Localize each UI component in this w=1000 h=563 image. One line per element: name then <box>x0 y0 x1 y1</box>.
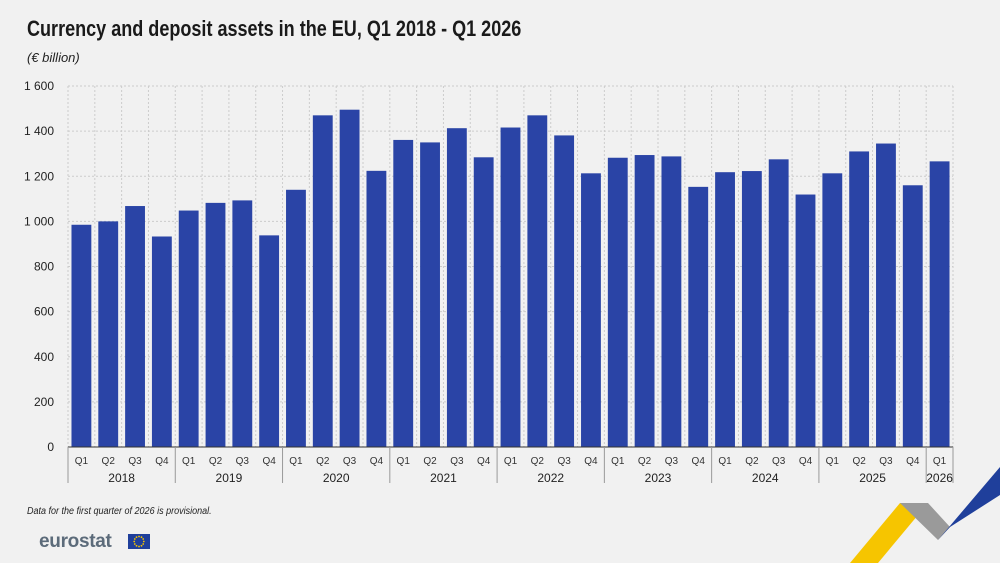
x-tick-label: Q4 <box>262 456 276 467</box>
year-label: 2025 <box>859 471 886 485</box>
x-tick-label: Q3 <box>557 456 571 467</box>
bar <box>902 185 923 447</box>
x-tick-label: Q1 <box>75 456 89 467</box>
bar <box>473 157 494 448</box>
year-label: 2024 <box>752 471 779 485</box>
x-tick-label: Q3 <box>879 456 893 467</box>
y-tick-label: 600 <box>34 305 54 319</box>
y-tick-label: 0 <box>47 440 54 454</box>
bar <box>446 128 467 447</box>
bar <box>500 127 521 447</box>
y-tick-label: 1 600 <box>24 79 54 93</box>
x-tick-label: Q2 <box>423 456 437 467</box>
bar <box>741 171 762 448</box>
x-tick-label: Q2 <box>531 456 545 467</box>
x-tick-label: Q1 <box>397 456 411 467</box>
x-tick-label: Q1 <box>611 456 625 467</box>
year-label: 2026 <box>926 471 953 485</box>
y-tick-label: 400 <box>34 350 54 364</box>
bar-chart: 0 200 400 600 800 1 000 1 200 1 400 1 600 Q1 Q2 Q3 Q… <box>24 79 954 485</box>
x-tick-label: Q1 <box>289 456 303 467</box>
year-label: 2021 <box>430 471 457 485</box>
bar <box>205 202 226 447</box>
x-tick-label: Q1 <box>826 456 840 467</box>
bar <box>98 221 119 447</box>
x-tick-label: Q2 <box>638 456 652 467</box>
x-tick-label: Q2 <box>852 456 866 467</box>
bar <box>286 189 306 447</box>
x-tick-label: Q3 <box>343 456 357 467</box>
bar <box>420 142 440 447</box>
bar <box>393 139 414 447</box>
bar <box>312 115 333 448</box>
bar <box>259 235 280 447</box>
x-tick-label: Q4 <box>584 456 598 467</box>
eu-flag-icon <box>128 534 150 549</box>
bar <box>634 155 655 447</box>
x-tick-label: Q4 <box>799 456 813 467</box>
bar <box>768 159 789 447</box>
y-tick-label: 1 000 <box>24 214 54 228</box>
axes: 0 200 400 600 800 1 000 1 200 1 400 1 600 Q1 Q2 Q3 Q… <box>24 79 954 485</box>
bars <box>71 109 950 448</box>
x-tick-label: Q4 <box>477 456 491 467</box>
x-tick-label: Q4 <box>906 456 920 467</box>
bar <box>554 135 575 448</box>
bar <box>527 115 548 448</box>
year-label: 2020 <box>323 471 350 485</box>
x-tick-label: Q1 <box>718 456 732 467</box>
corner-decoration-icon <box>850 467 1000 563</box>
x-tick-label: Q3 <box>236 456 250 467</box>
bar <box>876 143 896 448</box>
bar <box>849 151 870 447</box>
year-label: 2022 <box>537 471 564 485</box>
x-tick-label: Q4 <box>370 456 384 467</box>
bar <box>151 236 172 447</box>
bar <box>607 157 628 447</box>
bar <box>178 210 199 447</box>
x-tick-label: Q3 <box>665 456 679 467</box>
footnote: Data for the first quarter of 2026 is pr… <box>27 506 212 517</box>
x-tick-label: Q3 <box>128 456 142 467</box>
bar <box>661 156 682 447</box>
bar <box>715 172 735 447</box>
bar <box>339 109 360 448</box>
bar <box>71 224 92 447</box>
x-tick-label: Q4 <box>155 456 169 467</box>
x-tick-label: Q2 <box>102 456 116 467</box>
bar <box>125 206 145 447</box>
bar <box>688 186 709 447</box>
x-tick-label: Q3 <box>772 456 786 467</box>
y-tick-label: 1 200 <box>24 169 54 183</box>
chart-subtitle: (€ billion) <box>27 50 80 65</box>
x-tick-label: Q1 <box>933 456 947 467</box>
bar <box>822 173 843 447</box>
x-tick-label: Q3 <box>450 456 464 467</box>
x-tick-label: Q1 <box>504 456 518 467</box>
year-label: 2023 <box>645 471 672 485</box>
x-tick-label: Q2 <box>316 456 330 467</box>
y-tick-label: 200 <box>34 395 54 409</box>
x-tick-label: Q2 <box>745 456 759 467</box>
year-label: 2018 <box>108 471 135 485</box>
y-tick-label: 1 400 <box>24 124 54 138</box>
bar <box>929 161 950 447</box>
x-tick-label: Q2 <box>209 456 223 467</box>
year-label: 2019 <box>216 471 243 485</box>
y-tick-label: 800 <box>34 260 54 274</box>
x-tick-label: Q1 <box>182 456 196 467</box>
eurostat-logo: eurostat <box>39 531 112 552</box>
x-tick-label: Q4 <box>692 456 706 467</box>
chart-title: Currency and deposit assets in the EU, Q… <box>27 16 522 41</box>
bar <box>366 170 387 447</box>
bar <box>232 200 253 447</box>
bar <box>795 194 816 447</box>
bar <box>581 173 601 447</box>
